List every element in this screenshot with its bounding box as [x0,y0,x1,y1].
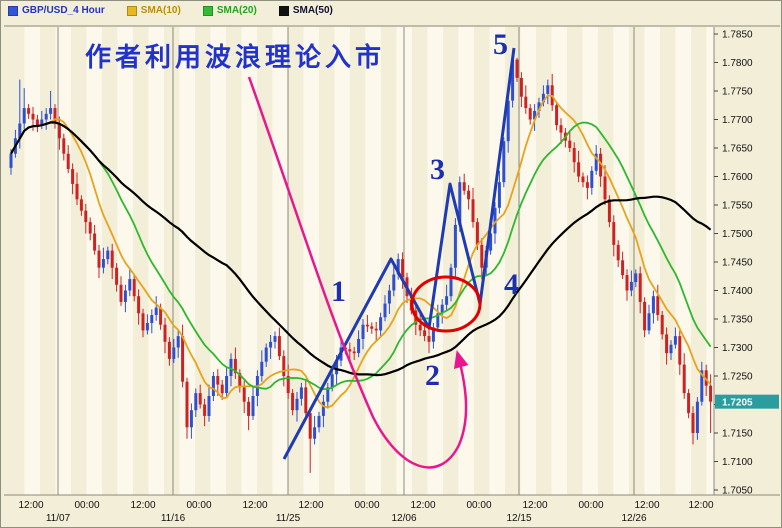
series-swatch [8,5,18,16]
y-axis-label: 1.7750 [722,87,753,98]
x-time-label: 00:00 [186,500,211,511]
sma-line [10,121,712,391]
sma-line [10,94,712,409]
last-price-text: 1.7205 [722,398,753,409]
y-axis-label: 1.7600 [722,172,753,183]
y-axis-label: 1.7150 [722,429,753,440]
session-stripes [24,27,714,495]
legend-item: SMA(10) [126,5,181,16]
last-price-badge [715,394,779,409]
plot-frame [4,25,780,496]
last-price: 1.7205 [715,394,779,409]
y-axis-label: 1.7400 [722,286,753,297]
y-axis-label: 1.7500 [722,229,753,240]
y-axis-label: 1.7350 [722,315,753,326]
chart-legend: GBP/USD_4 Hour SMA(10) SMA(20) SMA(50) [8,5,333,16]
y-axis-label: 1.7300 [722,343,753,354]
legend-item: GBP/USD_4 Hour [8,5,105,16]
x-date-label: 12/26 [621,513,646,524]
annotations: 1 2 3 4 5 [247,28,519,469]
wave-theory-title: 作者利用波浪理论入市 [85,42,386,72]
x-date-label: 11/16 [161,513,186,524]
x-date-label: 11/07 [46,513,71,524]
x-time-label: 12:00 [242,500,267,511]
entry-circle [410,275,482,333]
wave-label: 5 [493,28,508,61]
x-date-label: 12/15 [506,513,531,524]
x-time-label: 12:00 [298,500,323,511]
y-axis[interactable]: 1.7850 1.7800 1.7750 1.7700 1.7650 1.7600 1.75… [714,30,753,497]
legend-item: SMA(50) [278,5,333,16]
y-axis-label: 1.7800 [722,58,753,69]
x-date-label: 12/06 [391,513,416,524]
x-time-label: 00:00 [466,500,491,511]
y-axis-label: 1.7250 [722,372,753,383]
x-time-label: 12:00 [688,500,713,511]
wave-label: 1 [331,275,346,308]
legend-item: SMA(20) [202,5,257,16]
x-date-label: 11/25 [276,513,301,524]
x-time-label: 12:00 [18,500,43,511]
wave-label: 2 [425,359,440,392]
x-time-label: 00:00 [354,500,379,511]
x-time-label: 00:00 [578,500,603,511]
sma-lines [10,94,712,409]
elliott-wave-zigzag [282,47,516,460]
sma-line [10,121,712,377]
series-swatch [126,5,137,16]
x-time-label: 12:00 [522,500,547,511]
x-time-label: 12:00 [410,500,435,511]
x-time-label: 12:00 [130,500,155,511]
series-label: SMA(20) [216,5,257,16]
wave-label: 3 [430,153,445,186]
series-label: SMA(50) [292,5,333,16]
series-label: SMA(10) [140,5,181,16]
series-swatch [202,5,213,16]
y-axis-label: 1.7100 [722,457,753,468]
series-label: GBP/USD_4 Hour [22,5,105,16]
y-axis-label: 1.7850 [722,30,753,41]
x-time-label: 12:00 [634,500,659,511]
candles-layer [9,53,713,473]
y-axis-label: 1.7050 [722,486,753,497]
y-axis-label: 1.7700 [722,115,753,126]
y-axis-label: 1.7550 [722,201,753,212]
x-axis: 12:00 00:00 12:00 00:00 12:00 12:00 00:00 12:00… [18,500,713,524]
series-swatch [278,5,289,16]
y-axis-label: 1.7450 [722,258,753,269]
entry-arrow [247,76,469,469]
y-axis-label: 1.7650 [722,144,753,155]
x-time-label: 00:00 [74,500,99,511]
wave-label: 4 [504,268,519,301]
